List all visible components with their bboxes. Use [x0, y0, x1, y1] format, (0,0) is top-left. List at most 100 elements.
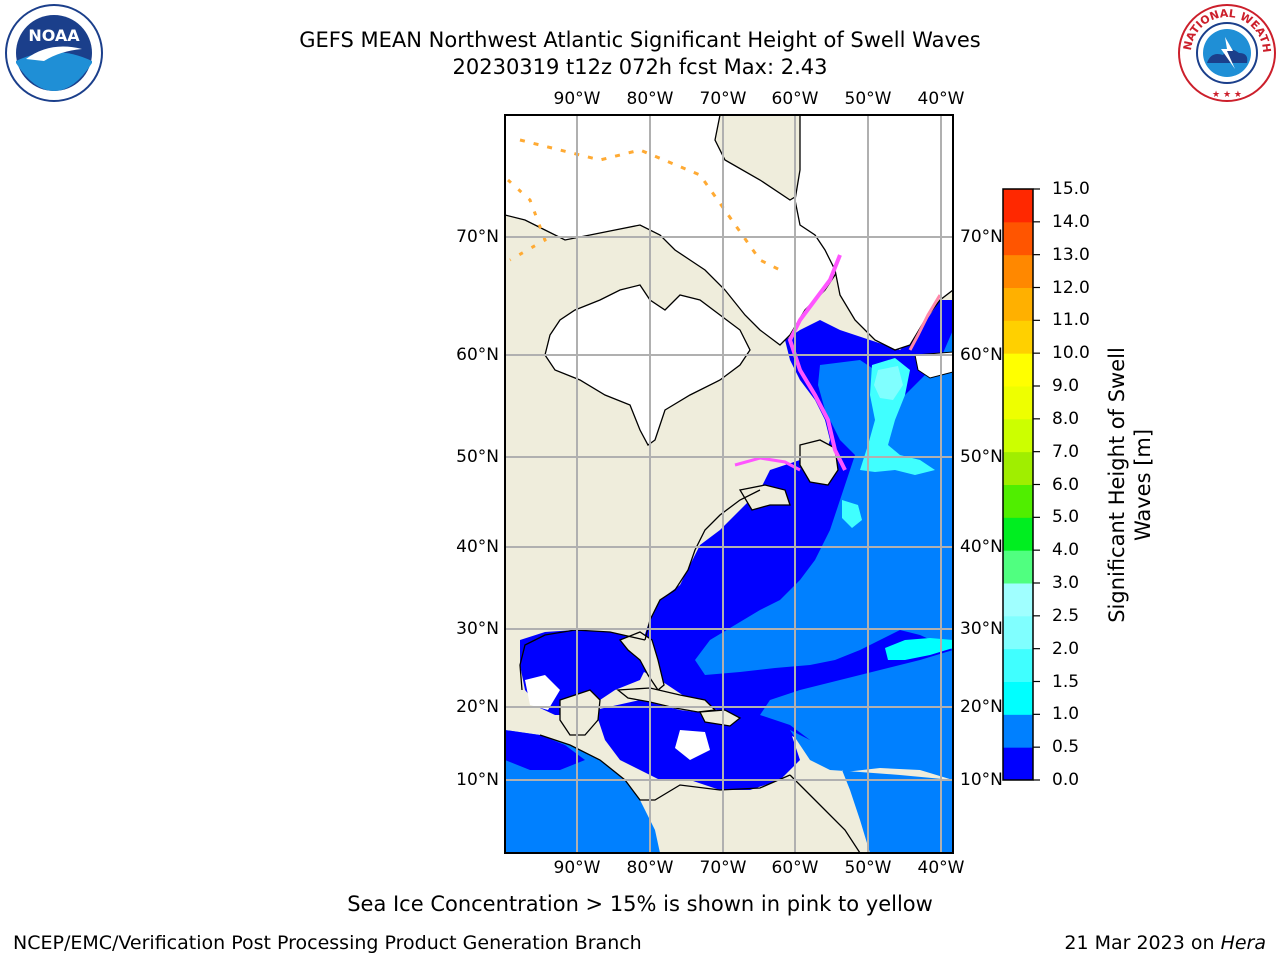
lat-tick-left-10n: 10°N [456, 770, 499, 790]
colorbar-segment-16 [1003, 221, 1033, 256]
colorbar-frame [1002, 188, 1034, 781]
hudson-bay [544, 284, 751, 446]
footer-date-text: 21 Mar 2023 on [1064, 932, 1221, 954]
colorbar-segment-3 [1003, 648, 1033, 682]
sea-ice-west-orange [506, 178, 547, 262]
chart-title: GEFS MEAN Northwest Atlantic Significant… [299, 28, 981, 52]
ocean-mid-band-south [760, 650, 953, 780]
map-frame [504, 114, 954, 854]
colorbar-tick-label: 0.0 [1052, 770, 1080, 790]
colorbar-tick-label: 11.0 [1052, 310, 1090, 331]
colorbar-tick-label: 5.0 [1052, 507, 1080, 528]
colorbar-tick-label: 2.0 [1052, 638, 1080, 659]
noaa-logo-text: NOAA [28, 26, 80, 45]
colorbar-segment-13 [1003, 320, 1033, 354]
lon-tick-top-40w: 40°W [917, 89, 965, 109]
ocean-high-west [842, 500, 862, 528]
colorbar-tick-label: 1.0 [1052, 704, 1080, 725]
east-coastline [644, 489, 761, 641]
sea-ice-gulf-stlawrence [734, 456, 801, 472]
colorbar-segment-11 [1003, 386, 1033, 420]
noaa-logo: NOAA [4, 3, 104, 103]
colorbar-tick-label: 13.0 [1052, 244, 1090, 265]
colorbar-tick-label: 1.5 [1052, 671, 1080, 692]
colorbar-tick-label: 4.0 [1052, 540, 1080, 561]
svg-text:★ ★ ★: ★ ★ ★ [1212, 90, 1242, 100]
lon-tick-bottom-80w: 80°W [626, 858, 674, 878]
lon-tick-bottom-70w: 70°W [699, 858, 747, 878]
sea-ice-greenland [908, 294, 942, 351]
nws-logo: NATIONAL WEATHER SERVICE ★ ★ ★ [1177, 3, 1277, 103]
colorbar-axis-label-line1: Significant Height of Swell [1105, 347, 1129, 623]
ocean-high-subtropic [885, 638, 953, 660]
colorbar-segment-9 [1003, 451, 1033, 485]
colorbar-tick-label: 15.0 [1052, 179, 1090, 199]
colorbar-segment-12 [1003, 353, 1033, 387]
colorbar-axis-label: Significant Height of Swell Waves [m] [1104, 347, 1156, 623]
colorbar-segment-6 [1003, 550, 1033, 584]
colorbar-tick-label: 8.0 [1052, 408, 1080, 429]
colorbar-segment-8 [1003, 484, 1033, 518]
hispaniola [698, 709, 742, 727]
ocean-southeast [790, 730, 953, 853]
caribbean-blank [675, 730, 710, 760]
colorbar-segment-1 [1003, 714, 1033, 748]
colorbar-segment-14 [1003, 287, 1033, 321]
nova-scotia [738, 484, 791, 511]
colorbar-segment-7 [1003, 517, 1033, 551]
colorbar-segment-10 [1003, 418, 1033, 453]
ocean-pacific-low [505, 730, 585, 770]
footer-date: 21 Mar 2023 on Hera [1064, 932, 1266, 954]
lon-tick-top-60w: 60°W [771, 89, 819, 109]
lat-tick-left-60n: 60°N [456, 345, 499, 365]
lon-tick-bottom-90w: 90°W [553, 858, 601, 878]
map-content [505, 115, 953, 853]
chart-subtitle: 20230319 t12z 072h fcst Max: 2.43 [452, 55, 828, 79]
gulf-coastline [519, 629, 646, 691]
lat-tick-left-30n: 30°N [456, 619, 499, 639]
colorbar [1003, 188, 1040, 781]
lon-tick-bottom-40w: 40°W [917, 858, 965, 878]
greenland [794, 115, 953, 351]
colorbar-tick-label: 10.0 [1052, 343, 1090, 364]
colorbar-tick-label: 9.0 [1052, 376, 1080, 396]
gridlines [505, 115, 953, 853]
lon-tick-top-80w: 80°W [626, 89, 674, 109]
colorbar-segment-4 [1003, 615, 1033, 650]
newfoundland [799, 439, 839, 486]
colorbar-segment-15 [1003, 254, 1033, 288]
colorbar-segment-5 [1003, 583, 1033, 617]
lon-tick-bottom-60w: 60°W [771, 858, 819, 878]
lat-tick-right-60n: 60°N [960, 345, 1003, 365]
lat-tick-right-30n: 30°N [960, 619, 1003, 639]
lat-tick-right-70n: 70°N [960, 227, 1003, 247]
colorbar-tick-label: 6.0 [1052, 474, 1080, 495]
lat-tick-right-40n: 40°N [960, 537, 1003, 557]
colorbar-tick-label: 0.5 [1052, 737, 1080, 758]
lat-tick-left-40n: 40°N [456, 537, 499, 557]
gulf-blank-west [525, 675, 560, 710]
lon-tick-bottom-50w: 50°W [844, 858, 892, 878]
lat-tick-right-10n: 10°N [960, 770, 1003, 790]
ocean-peak-north [874, 366, 903, 400]
lat-tick-right-20n: 20°N [960, 697, 1003, 717]
lat-tick-left-20n: 20°N [456, 697, 499, 717]
colorbar-tick-label: 2.5 [1052, 605, 1080, 626]
colorbar-tick-label: 3.0 [1052, 573, 1080, 593]
colorbar-tick-label: 14.0 [1052, 211, 1090, 232]
lat-tick-right-50n: 50°N [960, 447, 1003, 467]
colorbar-axis-label-line2: Waves [m] [1131, 428, 1155, 542]
colorbar-tick-label: 12.0 [1052, 277, 1090, 298]
lat-tick-left-50n: 50°N [456, 447, 499, 467]
footer-host: Hera [1220, 932, 1266, 954]
south-america-coast [789, 774, 861, 853]
lon-tick-top-50w: 50°W [844, 89, 892, 109]
colorbar-segment-2 [1003, 681, 1033, 715]
central-america-coast [539, 734, 791, 801]
colorbar-tick-label: 7.0 [1052, 441, 1080, 462]
sea-ice-note: Sea Ice Concentration > 15% is shown in … [347, 892, 933, 916]
lon-tick-top-90w: 90°W [553, 89, 601, 109]
colorbar-segment-0 [1003, 747, 1033, 781]
yucatan [559, 689, 601, 736]
